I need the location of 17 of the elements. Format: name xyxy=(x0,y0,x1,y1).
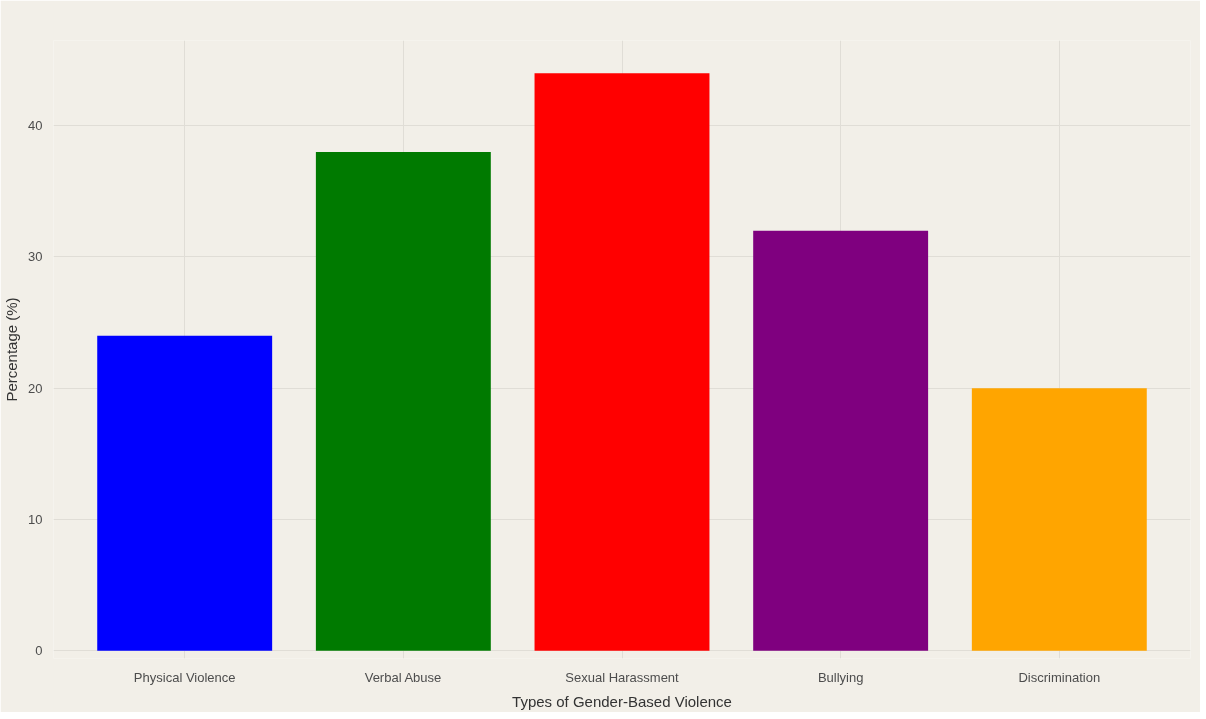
y-tick-label: 20 xyxy=(28,380,43,396)
x-tick-label: Verbal Abuse xyxy=(364,669,442,685)
x-tick-label: Sexual Harassment xyxy=(565,669,680,685)
bar xyxy=(97,335,273,651)
x-axis-title: Types of Gender-Based Violence xyxy=(512,692,732,710)
y-tick-label: 0 xyxy=(35,643,43,659)
bar xyxy=(753,230,929,651)
x-tick-label: Physical Violence xyxy=(133,669,236,685)
y-tick-label: 10 xyxy=(28,511,43,527)
y-tick-label: 30 xyxy=(28,249,43,265)
y-tick-label: 40 xyxy=(28,118,43,134)
x-tick-label: Bullying xyxy=(817,669,864,685)
x-tick-label: Discrimination xyxy=(1018,669,1101,685)
y-axis-title: Percentage (%) xyxy=(3,297,21,402)
bar xyxy=(971,388,1147,651)
bar xyxy=(534,73,710,651)
bar xyxy=(315,152,491,651)
